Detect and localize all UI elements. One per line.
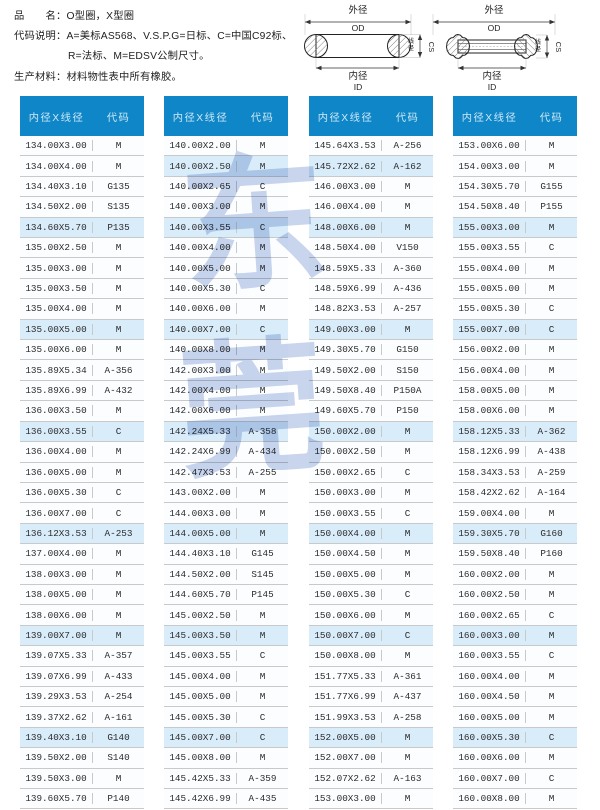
svg-text:线: 线 bbox=[535, 38, 541, 46]
svg-text:内径: 内径 bbox=[348, 70, 368, 82]
svg-text:外径: 外径 bbox=[484, 4, 504, 16]
svg-text:径: 径 bbox=[408, 44, 414, 52]
svg-text:ID: ID bbox=[354, 82, 363, 92]
svg-text:径: 径 bbox=[535, 45, 541, 53]
svg-text:CS: CS bbox=[554, 42, 563, 52]
svg-text:ID: ID bbox=[488, 82, 497, 92]
svg-text:外径: 外径 bbox=[348, 4, 368, 16]
svg-text:线: 线 bbox=[408, 37, 414, 45]
svg-text:OD: OD bbox=[488, 23, 501, 33]
svg-text:内径: 内径 bbox=[482, 70, 502, 82]
svg-text:OD: OD bbox=[352, 23, 365, 33]
